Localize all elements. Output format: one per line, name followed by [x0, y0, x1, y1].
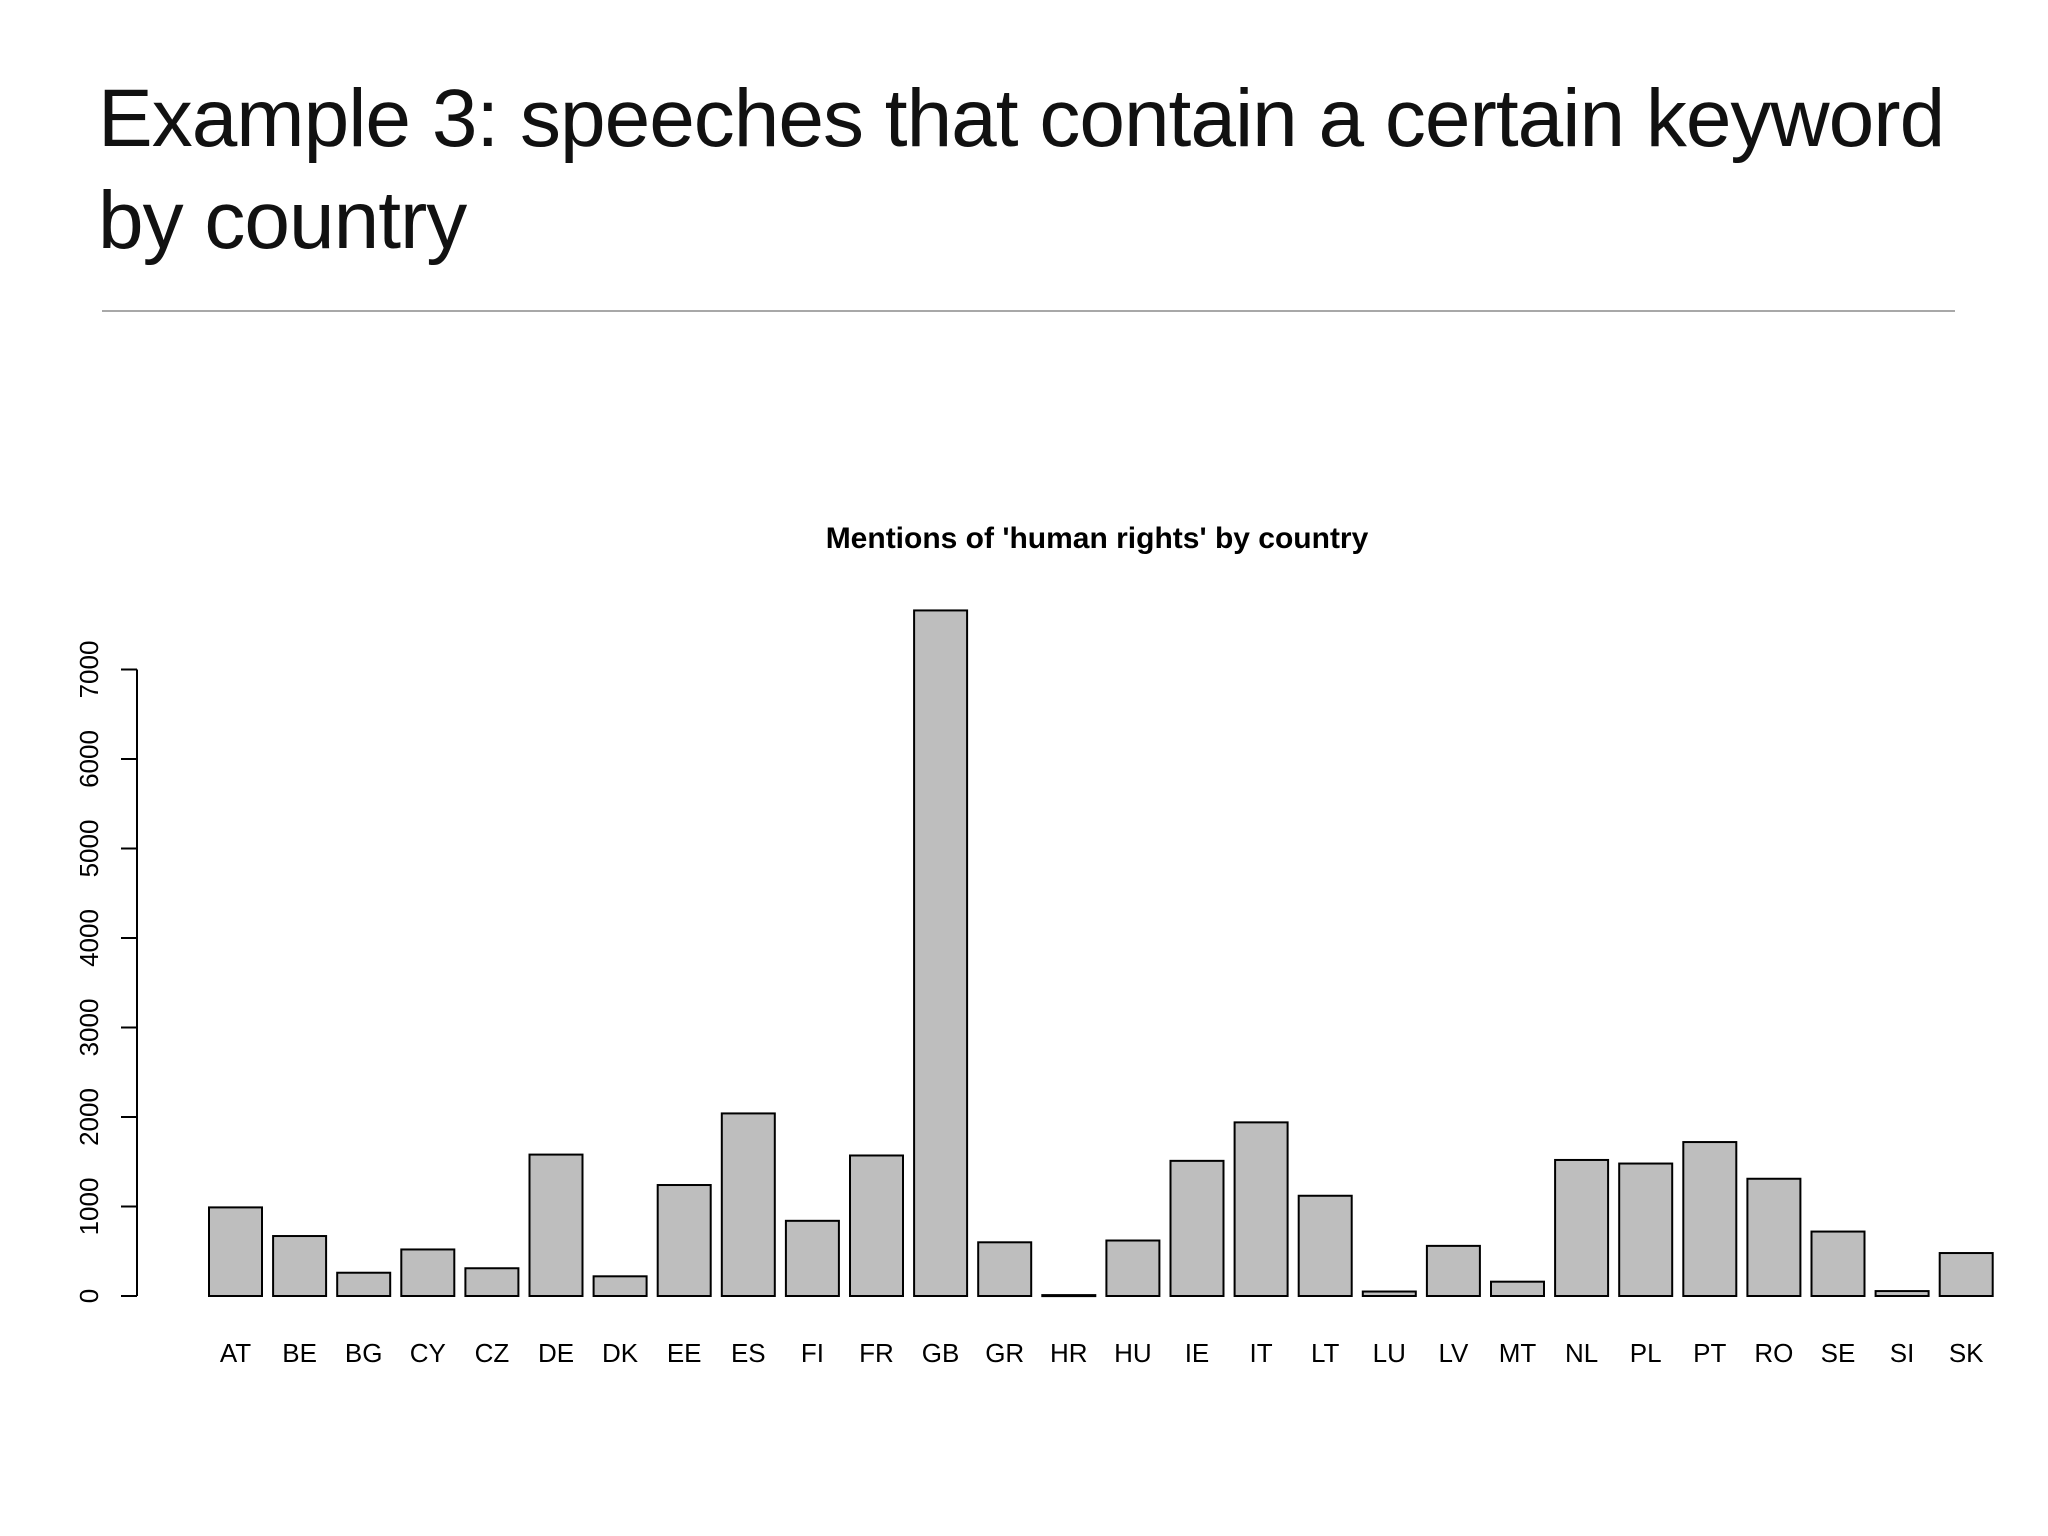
bar-si	[1874, 1290, 1930, 1298]
bar-ee	[656, 1184, 712, 1298]
x-tick-label-pl: PL	[1630, 1338, 1662, 1368]
bar-lt	[1297, 1194, 1353, 1298]
x-tick-label-it: IT	[1250, 1338, 1273, 1368]
y-tick-label: 5000	[74, 820, 104, 878]
x-tick-label-dk: DK	[602, 1338, 639, 1368]
x-tick-label-lu: LU	[1373, 1338, 1406, 1368]
x-tick-label-lt: LT	[1311, 1338, 1340, 1368]
y-tick-label: 7000	[74, 641, 104, 699]
bar-gb	[913, 609, 969, 1297]
y-tick-label: 0	[74, 1289, 104, 1303]
x-tick-label-cy: CY	[410, 1338, 446, 1368]
x-tick-labels: AT BE BG CY CZ DE DK EE ES FI FR GB GR HR HU IE IT LT LU LV…	[220, 1338, 1984, 1368]
bar-gr	[977, 1241, 1033, 1298]
x-tick-label-hu: HU	[1114, 1338, 1152, 1368]
bar-ro	[1746, 1177, 1802, 1298]
bar-cz	[464, 1267, 520, 1298]
x-tick-label-lv: LV	[1438, 1338, 1469, 1368]
bar-lv	[1425, 1244, 1481, 1298]
x-tick-label-si: SI	[1890, 1338, 1915, 1368]
x-tick-label-fr: FR	[859, 1338, 894, 1368]
x-tick-label-fi: FI	[801, 1338, 824, 1368]
y-tick-label: 1000	[74, 1178, 104, 1236]
bar-bg	[336, 1271, 392, 1297]
x-tick-label-de: DE	[538, 1338, 574, 1368]
bar-ie	[1169, 1159, 1225, 1297]
bar-hu	[1105, 1239, 1161, 1298]
y-tick-label: 6000	[74, 730, 104, 788]
bar-sk	[1938, 1252, 1994, 1298]
bar-be	[272, 1235, 328, 1298]
x-tick-label-se: SE	[1821, 1338, 1856, 1368]
y-tick-label: 3000	[74, 999, 104, 1057]
bar-cy	[400, 1248, 456, 1297]
x-tick-label-hr: HR	[1050, 1338, 1088, 1368]
x-tick-label-es: ES	[731, 1338, 766, 1368]
bar-dk	[592, 1275, 648, 1298]
bar-pt	[1682, 1141, 1738, 1298]
slide-title: Example 3: speeches that contain a certa…	[98, 68, 1998, 272]
bar-mt	[1490, 1280, 1545, 1298]
bar-es	[720, 1112, 776, 1298]
x-tick-label-pt: PT	[1693, 1338, 1726, 1368]
slide-title-line-2: by country	[98, 175, 467, 266]
x-tick-label-ie: IE	[1185, 1338, 1210, 1368]
title-divider	[102, 310, 1955, 312]
bar-pl	[1618, 1162, 1674, 1298]
bar-fi	[784, 1219, 840, 1297]
x-tick-label-nl: NL	[1565, 1338, 1598, 1368]
chart-title: Mentions of 'human rights' by country	[826, 522, 1369, 555]
x-tick-label-bg: BG	[345, 1338, 383, 1368]
x-tick-label-mt: MT	[1499, 1338, 1537, 1368]
x-tick-label-gb: GB	[922, 1338, 960, 1368]
y-tick-label: 4000	[74, 909, 104, 967]
bar-fr	[849, 1154, 904, 1297]
bar-it	[1233, 1121, 1289, 1297]
x-tick-label-ee: EE	[667, 1338, 702, 1368]
y-tick-label: 2000	[74, 1088, 104, 1146]
x-tick-label-be: BE	[282, 1338, 317, 1368]
bar-de	[528, 1153, 584, 1297]
x-tick-label-at: AT	[220, 1338, 251, 1368]
slide-title-line-1: Example 3: speeches that contain a certa…	[98, 73, 1945, 164]
x-tick-label-ro: RO	[1754, 1338, 1793, 1368]
y-axis: 0 1000 2000 3000 4000 5000 6000 7000	[74, 641, 138, 1303]
x-tick-label-sk: SK	[1949, 1338, 1984, 1368]
bar-lu	[1361, 1290, 1417, 1298]
bar-hr	[1041, 1294, 1097, 1298]
x-tick-label-cz: CZ	[475, 1338, 510, 1368]
bar-at	[208, 1206, 263, 1298]
bars-group	[208, 609, 1994, 1298]
bar-nl	[1554, 1158, 1610, 1297]
bar-se	[1810, 1230, 1866, 1298]
x-tick-label-gr: GR	[985, 1338, 1024, 1368]
